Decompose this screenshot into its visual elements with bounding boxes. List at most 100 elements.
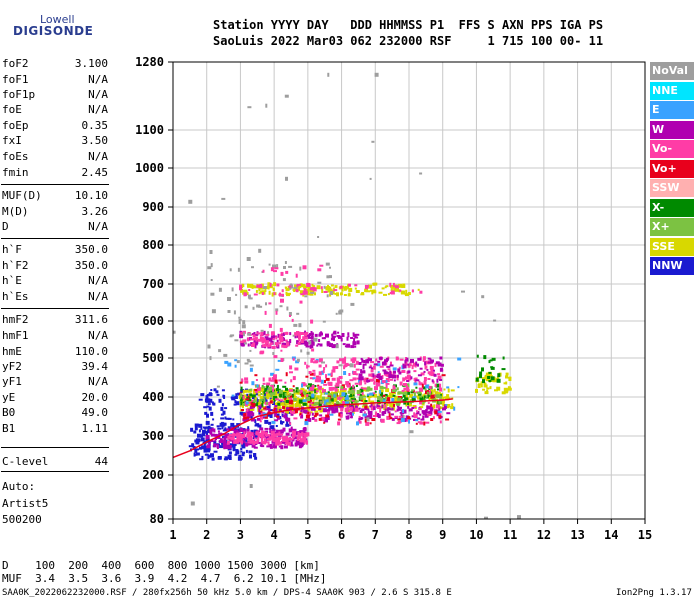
data-point: [294, 334, 297, 339]
data-point: [254, 419, 257, 424]
data-point: [354, 398, 356, 401]
data-point: [406, 357, 409, 362]
data-point: [405, 357, 407, 361]
data-point: [249, 393, 253, 397]
data-point: [207, 403, 211, 406]
data-point: [416, 391, 421, 394]
data-point: [257, 394, 261, 397]
y-tick-label: 80: [150, 512, 164, 526]
data-point: [228, 443, 232, 447]
data-point: [437, 373, 441, 376]
data-point: [216, 425, 220, 428]
param-value: N/A: [88, 375, 108, 388]
data-point: [378, 376, 383, 380]
data-point: [332, 287, 335, 290]
data-point: [415, 422, 418, 425]
data-point: [299, 430, 304, 433]
data-point: [482, 379, 485, 384]
data-point: [300, 293, 304, 296]
data-point: [272, 352, 275, 355]
data-point: [261, 292, 264, 295]
data-point: [419, 401, 423, 405]
param-value: 3.26: [81, 205, 109, 218]
data-point: [203, 442, 206, 446]
data-point: [355, 368, 360, 371]
data-point: [228, 434, 233, 436]
data-point: [427, 405, 432, 410]
data-point: [296, 436, 299, 441]
data-point: [258, 410, 263, 415]
data-point: [289, 365, 293, 370]
data-point: [256, 442, 261, 444]
data-point: [396, 387, 399, 391]
x-tick-label: 3: [237, 528, 244, 542]
data-point: [325, 402, 330, 405]
data-point: [359, 378, 363, 383]
data-point: [268, 436, 273, 440]
data-point: [304, 340, 308, 344]
data-point: [224, 442, 229, 447]
data-point: [348, 399, 352, 402]
data-point: [406, 380, 410, 382]
data-point: [281, 289, 284, 293]
data-point: [298, 444, 302, 449]
data-point: [245, 449, 248, 453]
data-point: [248, 297, 253, 300]
data-point: [344, 396, 349, 400]
data-point: [221, 442, 225, 446]
data-point: [489, 375, 493, 378]
data-point: [331, 410, 336, 414]
data-point: [234, 439, 239, 442]
data-point: [320, 286, 323, 290]
data-point: [284, 392, 287, 396]
data-point: [291, 411, 296, 415]
data-point: [316, 285, 321, 290]
data-point: [265, 302, 267, 306]
data-point: [393, 403, 395, 407]
data-point: [276, 438, 280, 443]
data-point: [248, 388, 253, 391]
data-point: [281, 422, 284, 425]
data-point: [220, 406, 224, 411]
data-point: [291, 389, 295, 392]
data-point: [260, 331, 264, 336]
data-point: [254, 396, 257, 401]
data-point: [327, 72, 330, 77]
data-point: [283, 266, 286, 269]
data-point: [289, 392, 292, 396]
data-point: [418, 408, 422, 410]
data-point: [326, 275, 330, 279]
trace-curve: [172, 398, 453, 459]
data-point: [296, 283, 301, 286]
data-point: [377, 360, 381, 363]
data-point: [291, 434, 295, 439]
data-point: [320, 370, 324, 375]
data-point: [358, 417, 361, 421]
param-row-muf-d-: MUF(D) 10.10: [2, 189, 108, 204]
data-point: [230, 443, 234, 448]
data-point: [253, 442, 255, 446]
data-point: [227, 310, 231, 313]
data-point: [243, 451, 246, 454]
y-tick-label: 800: [142, 238, 164, 252]
data-point: [275, 368, 280, 371]
data-point: [376, 405, 381, 409]
data-point: [413, 392, 416, 397]
data-point: [222, 429, 227, 432]
data-point: [208, 406, 212, 411]
data-point: [434, 392, 438, 395]
data-point: [384, 408, 387, 412]
data-point: [322, 396, 325, 401]
data-point: [397, 406, 400, 409]
data-point: [273, 355, 278, 359]
data-point: [269, 342, 272, 347]
data-point: [289, 339, 292, 343]
data-point: [411, 289, 414, 293]
data-point: [306, 394, 309, 399]
data-point: [245, 401, 249, 405]
data-point: [236, 438, 241, 442]
data-point: [344, 362, 349, 365]
data-point: [232, 449, 235, 452]
data-point: [312, 285, 316, 288]
data-point: [266, 408, 271, 411]
